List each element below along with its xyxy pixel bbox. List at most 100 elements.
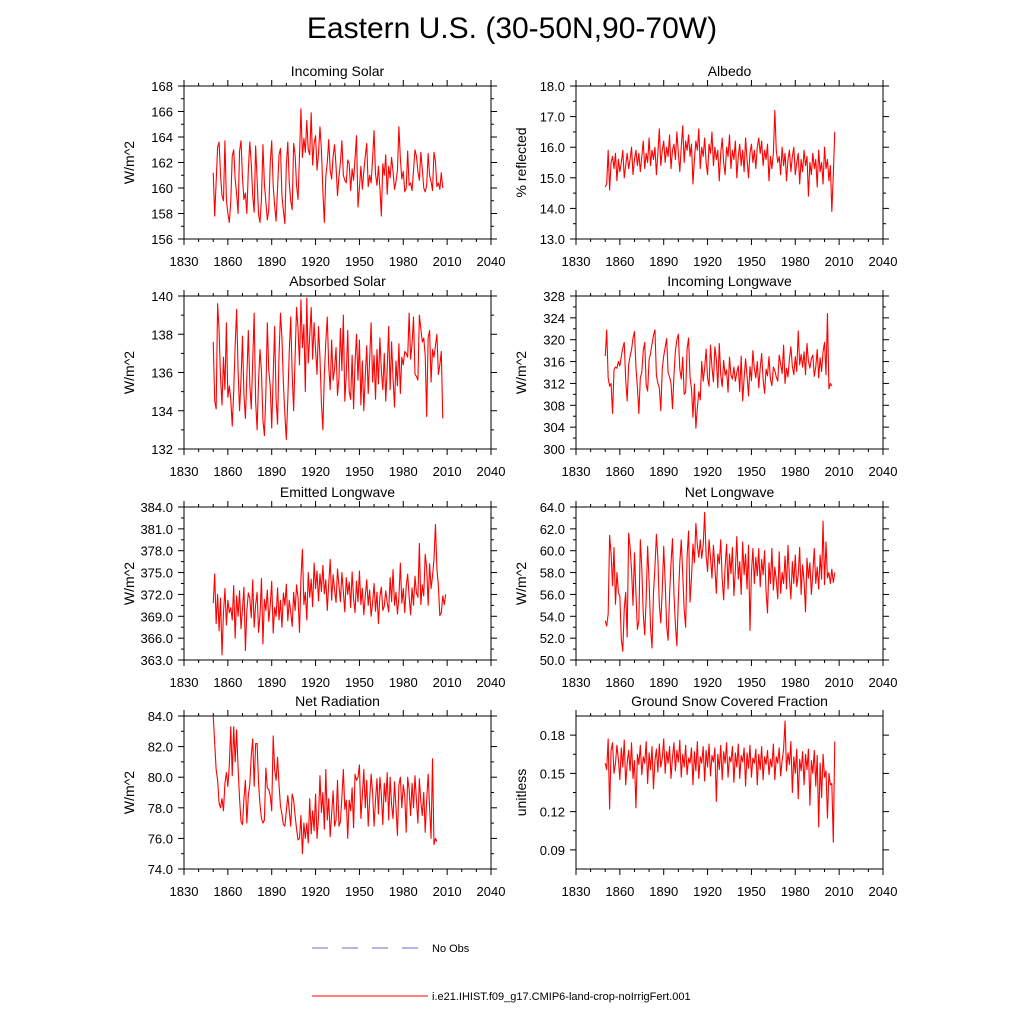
x-tick-label: 1860 — [605, 884, 634, 899]
x-tick-label: 2040 — [477, 254, 506, 269]
x-tick-label: 1860 — [213, 464, 242, 479]
x-tick-label: 1920 — [301, 675, 330, 690]
series-line-1 — [604, 109, 836, 213]
y-tick-label: 80.0 — [148, 770, 173, 785]
y-tick-label: 14.0 — [540, 201, 565, 216]
y-axis-label: unitless — [513, 769, 529, 816]
plot-frame — [575, 85, 884, 240]
x-tick-label: 2010 — [825, 884, 854, 899]
y-tick-label: 162 — [151, 156, 173, 171]
x-tick-label: 1950 — [737, 254, 766, 269]
y-tick-label: 160 — [151, 181, 173, 196]
x-tick-label: 1920 — [693, 675, 722, 690]
x-tick-label: 2040 — [869, 254, 898, 269]
x-tick-label: 1860 — [605, 254, 634, 269]
chart-panel-2: Albedo 1830 1860 1890 1920 1950 1980 2010 2040 13… — [513, 63, 897, 269]
legend: No Obs i.e21.IHIST.f09_g17.CMIP6-land-cro… — [312, 943, 691, 1003]
chart-title: Net Radiation — [295, 693, 380, 709]
y-tick-label: 312 — [543, 376, 565, 391]
chart-title: Net Longwave — [685, 484, 775, 500]
x-tick-label: 2040 — [869, 675, 898, 690]
y-tick-label: 18.0 — [540, 79, 565, 94]
legend-label-model: i.e21.IHIST.f09_g17.CMIP6-land-crop-noIr… — [432, 991, 691, 1003]
y-tick-label: 56.0 — [540, 587, 565, 602]
y-tick-label: 164 — [151, 130, 173, 145]
y-tick-label: 16.0 — [540, 140, 565, 155]
y-tick-label: 168 — [151, 79, 173, 94]
y-tick-label: 324 — [543, 311, 565, 326]
y-tick-label: 60.0 — [540, 544, 565, 559]
x-tick-label: 1980 — [781, 254, 810, 269]
x-tick-label: 1890 — [257, 675, 286, 690]
y-axis-label: W/m^2 — [121, 141, 137, 184]
y-tick-label: 328 — [543, 289, 565, 304]
x-tick-label: 1920 — [301, 464, 330, 479]
x-tick-label: 1920 — [301, 884, 330, 899]
y-tick-label: 134 — [151, 404, 173, 419]
chart-panel-3: Absorbed Solar 1830 1860 1890 1920 1950 1980 20… — [121, 273, 505, 479]
chart-title: Emitted Longwave — [280, 484, 395, 500]
y-tick-label: 166 — [151, 105, 173, 120]
x-tick-label: 1830 — [170, 675, 199, 690]
y-tick-label: 62.0 — [540, 522, 565, 537]
y-tick-label: 369.0 — [140, 609, 173, 624]
x-tick-label: 1950 — [345, 884, 374, 899]
y-tick-label: 0.18 — [540, 728, 565, 743]
x-tick-label: 1950 — [345, 675, 374, 690]
x-tick-label: 2040 — [869, 884, 898, 899]
x-tick-label: 1950 — [737, 884, 766, 899]
chart-title: Albedo — [708, 63, 752, 79]
x-tick-label: 1830 — [562, 464, 591, 479]
x-tick-label: 1950 — [737, 675, 766, 690]
legend-label-no-obs: No Obs — [432, 943, 470, 955]
x-tick-label: 1830 — [170, 884, 199, 899]
x-tick-label: 1860 — [213, 675, 242, 690]
x-tick-label: 2010 — [433, 254, 462, 269]
x-tick-label: 1830 — [562, 254, 591, 269]
x-tick-label: 1950 — [345, 464, 374, 479]
x-tick-label: 1890 — [649, 254, 678, 269]
y-tick-label: 0.09 — [540, 843, 565, 858]
x-tick-label: 1980 — [781, 675, 810, 690]
y-axis-label: W/m^2 — [121, 562, 137, 605]
x-tick-label: 1860 — [605, 464, 634, 479]
y-tick-label: 375.0 — [140, 566, 173, 581]
x-tick-label: 2010 — [433, 675, 462, 690]
chart-panel-4: Incoming Longwave 1830 1860 1890 1920 1950 198… — [513, 273, 897, 479]
series-line-1 — [212, 297, 444, 440]
chart-title: Absorbed Solar — [289, 273, 386, 289]
y-tick-label: 64.0 — [540, 500, 565, 515]
y-axis-label: W/m^2 — [121, 351, 137, 394]
y-tick-label: 15.0 — [540, 171, 565, 186]
y-tick-label: 140 — [151, 289, 173, 304]
plot-frame — [575, 295, 884, 450]
y-tick-label: 84.0 — [148, 709, 173, 724]
x-tick-label: 2010 — [825, 464, 854, 479]
chart-panel-7: Net Radiation 1830 1860 1890 1920 1950 1980 201… — [121, 693, 505, 899]
x-tick-label: 1890 — [257, 464, 286, 479]
y-tick-label: 300 — [543, 442, 565, 457]
y-tick-label: 50.0 — [540, 653, 565, 668]
plot-frame — [183, 295, 492, 450]
series-line-1 — [604, 720, 836, 843]
chart-title: Incoming Longwave — [667, 273, 792, 289]
y-tick-label: 54.0 — [540, 609, 565, 624]
y-tick-label: 156 — [151, 232, 173, 247]
plot-frame — [575, 715, 884, 870]
y-tick-label: 76.0 — [148, 831, 173, 846]
x-tick-label: 2040 — [477, 464, 506, 479]
y-tick-label: 132 — [151, 442, 173, 457]
x-tick-label: 1890 — [649, 675, 678, 690]
x-tick-label: 1950 — [345, 254, 374, 269]
series-line-1 — [212, 715, 438, 855]
chart-panel-5: Emitted Longwave 1830 1860 1890 1920 1950 1980… — [121, 484, 505, 690]
x-tick-label: 2010 — [433, 464, 462, 479]
y-tick-label: 17.0 — [540, 110, 565, 125]
x-tick-label: 1860 — [213, 884, 242, 899]
y-tick-label: 304 — [543, 420, 565, 435]
x-tick-label: 1950 — [737, 464, 766, 479]
y-tick-label: 0.15 — [540, 766, 565, 781]
y-tick-label: 320 — [543, 333, 565, 348]
x-tick-label: 1890 — [649, 884, 678, 899]
y-axis-label: W/m^2 — [513, 562, 529, 605]
